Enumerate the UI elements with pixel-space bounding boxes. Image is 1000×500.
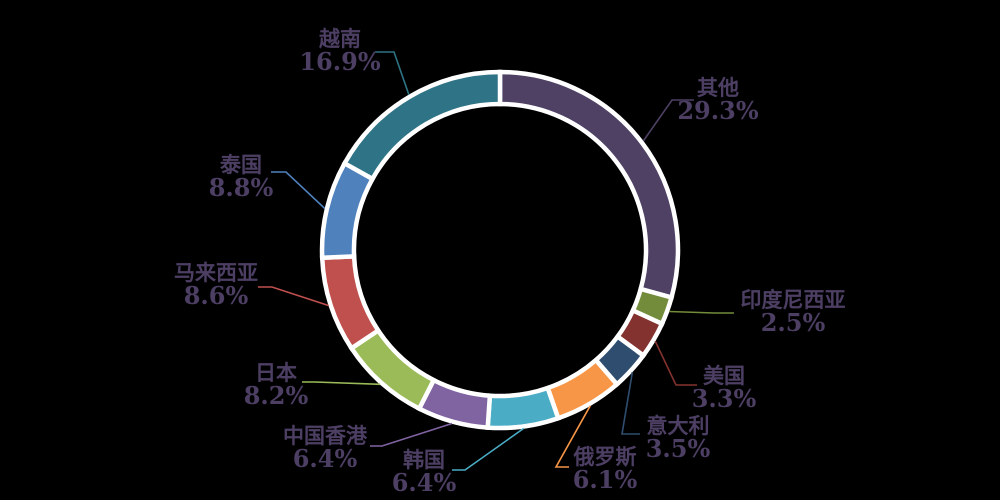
- label-value-usa: 3.3%: [692, 384, 757, 413]
- label-category-italy: 意大利: [647, 413, 710, 438]
- leader-line-hong-kong: [370, 422, 453, 447]
- label-category-indonesia: 印度尼西亚: [741, 287, 846, 312]
- leader-line-russia: [554, 405, 591, 468]
- label-category-usa: 美国: [703, 363, 745, 388]
- label-category-other: 其他: [697, 75, 739, 100]
- label-value-south-korea: 6.4%: [392, 468, 457, 497]
- donut-slice-south-korea: [485, 385, 562, 431]
- leader-lines: [258, 51, 734, 471]
- leader-line-indonesia: [669, 310, 734, 314]
- leader-line-thailand: [271, 171, 326, 210]
- label-category-russia: 俄罗斯: [573, 444, 637, 469]
- donut-ring: [319, 69, 681, 431]
- label-value-vietnam: 16.9%: [299, 47, 380, 76]
- leader-line-vietnam: [375, 51, 410, 96]
- donut-slice-malaysia: [319, 254, 382, 352]
- leader-line-japan: [302, 381, 381, 386]
- leader-line-usa: [654, 340, 697, 386]
- label-value-other: 29.3%: [677, 96, 758, 125]
- label-value-indonesia: 2.5%: [761, 308, 826, 337]
- label-value-malaysia: 8.6%: [184, 281, 249, 310]
- leader-line-italy: [621, 371, 640, 435]
- label-value-thailand: 8.8%: [209, 173, 274, 202]
- label-category-south-korea: 韩国: [403, 447, 445, 472]
- callout-labels: 其他29.3%印度尼西亚2.5%美国3.3%意大利3.5%俄罗斯6.1%韩国6.…: [174, 26, 846, 497]
- donut-slice-other: [497, 69, 681, 301]
- leader-line-other: [642, 99, 694, 142]
- label-category-hong-kong: 中国香港: [283, 423, 368, 448]
- label-category-thailand: 泰国: [219, 152, 262, 177]
- label-value-italy: 3.5%: [646, 434, 711, 463]
- label-category-malaysia: 马来西亚: [174, 260, 258, 285]
- donut-slice-thailand: [319, 160, 376, 261]
- leader-line-malaysia: [258, 286, 330, 307]
- label-category-japan: 日本: [255, 360, 297, 385]
- label-value-hong-kong: 6.4%: [293, 444, 358, 473]
- label-value-japan: 8.2%: [244, 381, 309, 410]
- label-value-russia: 6.1%: [573, 465, 638, 494]
- leader-line-south-korea: [452, 427, 525, 471]
- label-category-vietnam: 越南: [318, 26, 361, 51]
- donut-slice-vietnam: [341, 69, 503, 182]
